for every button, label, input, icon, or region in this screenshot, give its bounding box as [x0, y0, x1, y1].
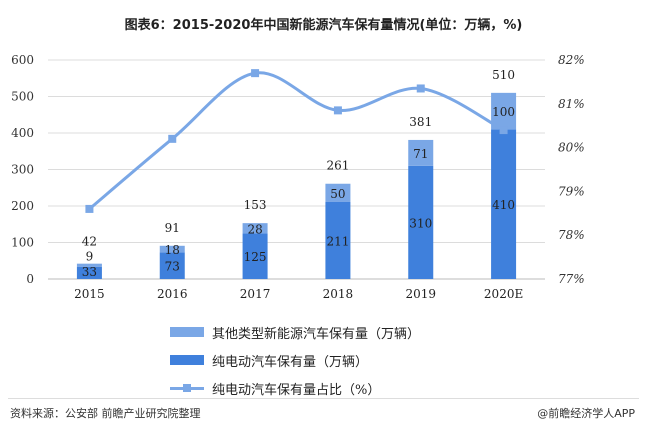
bar-label-ev: 211 [326, 234, 349, 248]
bar-ev [76, 266, 102, 279]
left-tick-label: 600 [11, 53, 34, 67]
bar-ev [325, 201, 351, 279]
right-tick-label: 80% [558, 141, 585, 155]
chart-title: 图表6：2015-2020年中国新能源汽车保有量情况(单位：万辆，%) [124, 18, 523, 33]
bar-label-ev: 125 [244, 250, 267, 264]
bar-label-other: 28 [247, 222, 262, 236]
left-tick-label: 0 [26, 272, 34, 286]
share-marker [251, 69, 260, 78]
bar-label-ev: 73 [165, 260, 180, 274]
bar-label-other: 71 [413, 147, 428, 161]
bar-other [408, 139, 434, 166]
legend-swatch-other [170, 327, 204, 337]
right-tick-label: 81% [558, 97, 585, 111]
total-label: 381 [409, 115, 432, 129]
x-tick-label: 2017 [240, 287, 271, 301]
legend-label-share: 纯电动汽车保有量占比（%） [212, 382, 381, 398]
bar-ev [491, 129, 517, 279]
left-tick-label: 100 [11, 236, 34, 250]
total-label: 510 [492, 68, 515, 82]
bar-other [159, 245, 185, 253]
legend-item-other: 其他类型新能源汽车保有量（万辆） [170, 318, 420, 346]
total-label: 261 [326, 159, 349, 173]
bar-label-other: 50 [330, 187, 345, 201]
brand-text: @前瞻经济学人APP [537, 407, 635, 420]
right-tick-label: 79% [558, 184, 585, 198]
right-tick-label: 82% [558, 53, 585, 67]
left-tick-label: 200 [11, 199, 34, 213]
x-tick-label: 2020E [484, 287, 523, 301]
share-line [88, 71, 505, 211]
bar-ev [159, 252, 185, 279]
bar-other [76, 263, 102, 267]
bar-label-ev: 410 [492, 198, 515, 212]
left-tick-label: 500 [11, 90, 34, 104]
bar-other [491, 92, 517, 130]
legend-item-ev: 纯电动汽车保有量（万辆） [170, 346, 420, 374]
legend-label-ev: 纯电动汽车保有量（万辆） [212, 354, 369, 370]
bar-label-other: 18 [165, 243, 180, 257]
x-tick-label: 2019 [405, 287, 436, 301]
right-tick-label: 78% [558, 228, 585, 242]
bar-other [325, 183, 351, 202]
share-marker [333, 106, 342, 115]
x-tick-label: 2015 [74, 287, 105, 301]
legend-item-share: 纯电动汽车保有量占比（%） [170, 374, 420, 402]
total-label: 91 [165, 221, 180, 235]
legend-swatch-share [170, 383, 204, 393]
total-label: 42 [82, 235, 97, 249]
legend-label-other: 其他类型新能源汽车保有量（万辆） [212, 326, 421, 342]
left-tick-label: 400 [11, 126, 34, 140]
share-marker [168, 134, 177, 143]
legend-swatch-ev [170, 355, 204, 365]
bar-label-ev: 33 [82, 265, 97, 279]
bar-other [242, 223, 268, 234]
bar-ev [242, 233, 268, 279]
bar-label-other: 9 [86, 250, 94, 264]
footer-divider [8, 398, 639, 399]
x-tick-label: 2016 [157, 287, 188, 301]
bar-ev [408, 165, 434, 279]
share-marker [85, 204, 94, 213]
bar-label-other: 100 [492, 105, 515, 119]
total-label: 153 [244, 198, 267, 212]
share-marker [416, 84, 425, 93]
source-text: 资料来源：公安部 前瞻产业研究院整理 [10, 407, 201, 420]
left-tick-label: 300 [11, 163, 34, 177]
x-tick-label: 2018 [323, 287, 354, 301]
share-marker [499, 126, 508, 135]
bar-label-ev: 310 [409, 216, 432, 230]
legend: 其他类型新能源汽车保有量（万辆） 纯电动汽车保有量（万辆） 纯电动汽车保有量占比… [170, 318, 420, 402]
right-tick-label: 77% [558, 272, 585, 286]
